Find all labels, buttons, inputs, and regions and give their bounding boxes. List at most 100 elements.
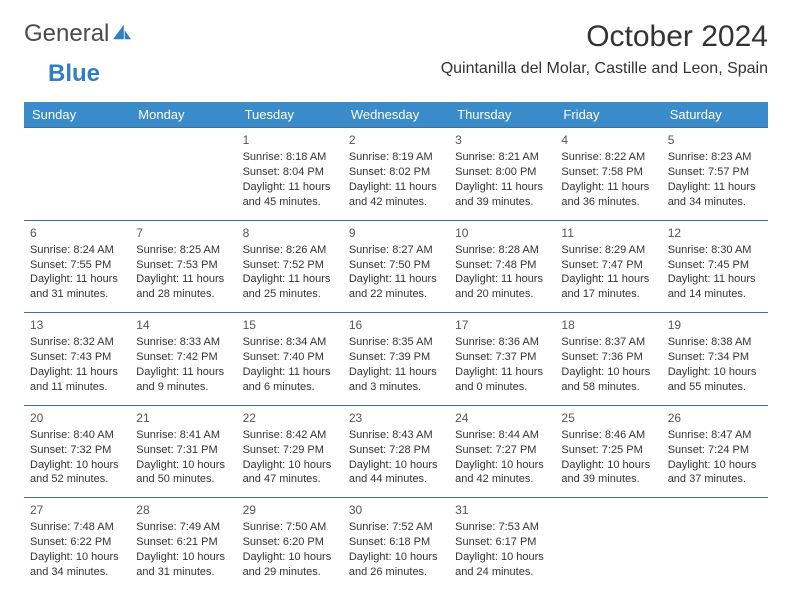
sunset-text: Sunset: 6:22 PM — [30, 535, 124, 550]
day-header: Sunday — [24, 102, 130, 128]
daylight-text: Daylight: 10 hours and 26 minutes. — [349, 550, 443, 580]
daylight-text: Daylight: 11 hours and 3 minutes. — [349, 365, 443, 395]
daylight-text: Daylight: 11 hours and 42 minutes. — [349, 180, 443, 210]
daylight-text: Daylight: 10 hours and 44 minutes. — [349, 458, 443, 488]
calendar-cell: 26Sunrise: 8:47 AMSunset: 7:24 PMDayligh… — [662, 405, 768, 498]
daylight-text: Daylight: 11 hours and 28 minutes. — [136, 272, 230, 302]
sunset-text: Sunset: 7:45 PM — [668, 258, 762, 273]
sunset-text: Sunset: 7:34 PM — [668, 350, 762, 365]
daylight-text: Daylight: 11 hours and 17 minutes. — [561, 272, 655, 302]
sunrise-text: Sunrise: 8:46 AM — [561, 428, 655, 443]
sunrise-text: Sunrise: 8:24 AM — [30, 243, 124, 258]
sunset-text: Sunset: 7:57 PM — [668, 165, 762, 180]
sunrise-text: Sunrise: 8:43 AM — [349, 428, 443, 443]
daylight-text: Daylight: 10 hours and 31 minutes. — [136, 550, 230, 580]
sunrise-text: Sunrise: 8:47 AM — [668, 428, 762, 443]
day-header: Tuesday — [237, 102, 343, 128]
day-number: 13 — [30, 317, 124, 333]
day-number: 14 — [136, 317, 230, 333]
daylight-text: Daylight: 11 hours and 0 minutes. — [455, 365, 549, 395]
calendar-cell: 17Sunrise: 8:36 AMSunset: 7:37 PMDayligh… — [449, 313, 555, 406]
daylight-text: Daylight: 10 hours and 52 minutes. — [30, 458, 124, 488]
calendar-cell: 12Sunrise: 8:30 AMSunset: 7:45 PMDayligh… — [662, 220, 768, 313]
day-number: 31 — [455, 502, 549, 518]
daylight-text: Daylight: 11 hours and 34 minutes. — [668, 180, 762, 210]
daylight-text: Daylight: 10 hours and 29 minutes. — [243, 550, 337, 580]
sunrise-text: Sunrise: 8:21 AM — [455, 150, 549, 165]
day-number: 27 — [30, 502, 124, 518]
sunrise-text: Sunrise: 8:38 AM — [668, 335, 762, 350]
calendar-cell — [24, 128, 130, 221]
calendar-week: 6Sunrise: 8:24 AMSunset: 7:55 PMDaylight… — [24, 220, 768, 313]
sunset-text: Sunset: 8:00 PM — [455, 165, 549, 180]
daylight-text: Daylight: 10 hours and 58 minutes. — [561, 365, 655, 395]
brand-logo: General — [24, 20, 135, 48]
calendar-cell: 25 Sunrise: 8:46 AMSunset: 7:25 PMDayligh… — [555, 405, 661, 498]
sunset-text: Sunset: 7:32 PM — [30, 443, 124, 458]
calendar-cell: 30Sunrise: 7:52 AMSunset: 6:18 PMDayligh… — [343, 498, 449, 590]
sunrise-text: Sunrise: 8:37 AM — [561, 335, 655, 350]
sunrise-text: Sunrise: 8:23 AM — [668, 150, 762, 165]
sunset-text: Sunset: 7:25 PM — [561, 443, 655, 458]
sunrise-text: Sunrise: 8:33 AM — [136, 335, 230, 350]
calendar-cell: 19Sunrise: 8:38 AMSunset: 7:34 PMDayligh… — [662, 313, 768, 406]
calendar-header: SundayMondayTuesdayWednesdayThursdayFrid… — [24, 102, 768, 128]
sunset-text: Sunset: 6:20 PM — [243, 535, 337, 550]
day-number: 30 — [349, 502, 443, 518]
sunset-text: Sunset: 7:42 PM — [136, 350, 230, 365]
calendar-cell: 22Sunrise: 8:42 AMSunset: 7:29 PMDayligh… — [237, 405, 343, 498]
calendar-cell: 29Sunrise: 7:50 AMSunset: 6:20 PMDayligh… — [237, 498, 343, 590]
sunset-text: Sunset: 7:47 PM — [561, 258, 655, 273]
sunrise-text: Sunrise: 8:25 AM — [136, 243, 230, 258]
sunset-text: Sunset: 7:27 PM — [455, 443, 549, 458]
calendar-cell: 9Sunrise: 8:27 AMSunset: 7:50 PMDaylight… — [343, 220, 449, 313]
page-title: October 2024 — [441, 20, 768, 54]
day-number: 11 — [561, 225, 655, 241]
sunset-text: Sunset: 7:29 PM — [243, 443, 337, 458]
sunrise-text: Sunrise: 8:35 AM — [349, 335, 443, 350]
calendar-cell — [130, 128, 236, 221]
calendar-cell: 5Sunrise: 8:23 AMSunset: 7:57 PMDaylight… — [662, 128, 768, 221]
calendar-cell: 2Sunrise: 8:19 AMSunset: 8:02 PMDaylight… — [343, 128, 449, 221]
sunrise-text: Sunrise: 8:44 AM — [455, 428, 549, 443]
day-number: 21 — [136, 410, 230, 426]
day-header: Monday — [130, 102, 236, 128]
day-number: 3 — [455, 132, 549, 148]
sunset-text: Sunset: 7:52 PM — [243, 258, 337, 273]
calendar-cell: 16Sunrise: 8:35 AMSunset: 7:39 PMDayligh… — [343, 313, 449, 406]
sunset-text: Sunset: 6:21 PM — [136, 535, 230, 550]
sunset-text: Sunset: 7:31 PM — [136, 443, 230, 458]
calendar-cell — [662, 498, 768, 590]
day-header: Thursday — [449, 102, 555, 128]
daylight-text: Daylight: 10 hours and 37 minutes. — [668, 458, 762, 488]
brand-sail-icon — [111, 20, 133, 48]
sunrise-text: Sunrise: 8:29 AM — [561, 243, 655, 258]
daylight-text: Daylight: 11 hours and 9 minutes. — [136, 365, 230, 395]
day-header: Friday — [555, 102, 661, 128]
calendar-cell: 3Sunrise: 8:21 AMSunset: 8:00 PMDaylight… — [449, 128, 555, 221]
calendar-cell: 14 Sunrise: 8:33 AMSunset: 7:42 PMDayligh… — [130, 313, 236, 406]
calendar-cell: 24Sunrise: 8:44 AMSunset: 7:27 PMDayligh… — [449, 405, 555, 498]
day-number: 9 — [349, 225, 443, 241]
day-number: 12 — [668, 225, 762, 241]
daylight-text: Daylight: 10 hours and 39 minutes. — [561, 458, 655, 488]
daylight-text: Daylight: 11 hours and 11 minutes. — [30, 365, 124, 395]
sunset-text: Sunset: 7:43 PM — [30, 350, 124, 365]
daylight-text: Daylight: 10 hours and 50 minutes. — [136, 458, 230, 488]
sunrise-text: Sunrise: 8:34 AM — [243, 335, 337, 350]
day-number: 28 — [136, 502, 230, 518]
sunset-text: Sunset: 7:24 PM — [668, 443, 762, 458]
sunrise-text: Sunrise: 8:22 AM — [561, 150, 655, 165]
sunset-text: Sunset: 7:53 PM — [136, 258, 230, 273]
day-number: 20 — [30, 410, 124, 426]
daylight-text: Daylight: 10 hours and 34 minutes. — [30, 550, 124, 580]
sunrise-text: Sunrise: 8:32 AM — [30, 335, 124, 350]
sunrise-text: Sunrise: 8:42 AM — [243, 428, 337, 443]
day-number: 15 — [243, 317, 337, 333]
day-number: 22 — [243, 410, 337, 426]
sunset-text: Sunset: 7:58 PM — [561, 165, 655, 180]
sunrise-text: Sunrise: 8:27 AM — [349, 243, 443, 258]
calendar-week: 1Sunrise: 8:18 AMSunset: 8:04 PMDaylight… — [24, 128, 768, 221]
day-number: 25 — [561, 410, 655, 426]
calendar-cell: 27Sunrise: 7:48 AMSunset: 6:22 PMDayligh… — [24, 498, 130, 590]
